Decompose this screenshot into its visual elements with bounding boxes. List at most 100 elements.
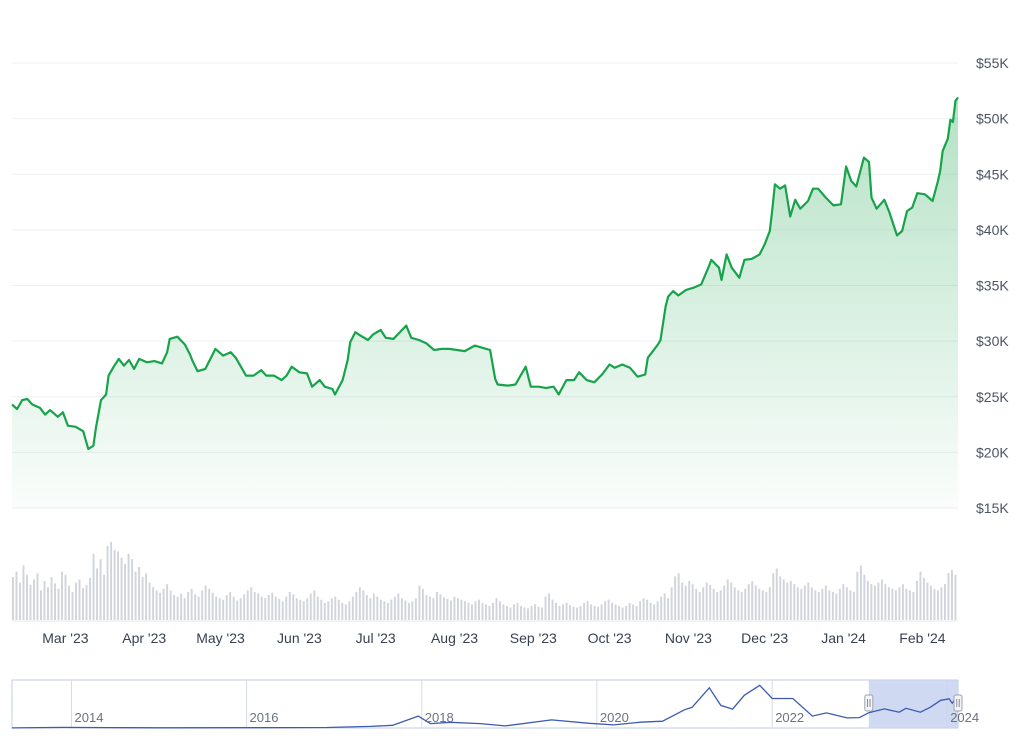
- volume-bar: [334, 596, 337, 620]
- x-tick-label: Jun '23: [277, 630, 322, 646]
- volume-bar: [786, 582, 789, 620]
- volume-bar: [593, 605, 596, 620]
- navigator-handle-right[interactable]: [953, 694, 963, 712]
- x-tick-label: Sep '23: [510, 630, 557, 646]
- volume-bar: [470, 604, 473, 620]
- volume-bar: [600, 604, 603, 620]
- volume-bar: [796, 587, 799, 620]
- volume-bar: [222, 599, 225, 620]
- navigator-year-label: 2020: [600, 710, 629, 725]
- y-tick-label: $40K: [976, 222, 1009, 238]
- volume-bar: [449, 600, 452, 620]
- volume-bar: [737, 590, 740, 620]
- volume-bar: [810, 587, 813, 620]
- volume-bar: [709, 584, 712, 620]
- volume-bar: [828, 590, 831, 620]
- volume-bar: [772, 573, 775, 620]
- volume-bar: [765, 591, 768, 620]
- volume-bar: [173, 595, 176, 620]
- volume-bar: [663, 593, 666, 620]
- volume-bar: [534, 604, 536, 620]
- volume-bar: [674, 576, 677, 620]
- volume-bar: [386, 602, 389, 620]
- range-navigator[interactable]: 2014 2016 2018 2020 2022 2024: [11, 679, 979, 729]
- navigator-selection[interactable]: [868, 680, 958, 728]
- volume-bar: [89, 577, 92, 620]
- x-tick-label: Feb '24: [899, 630, 945, 646]
- volume-bar: [859, 565, 862, 620]
- navigator-handle-grip[interactable]: [953, 694, 963, 712]
- volume-bar: [660, 596, 663, 620]
- price-area-fill: [12, 97, 958, 508]
- volume-bar: [604, 601, 607, 620]
- volume-bar: [555, 602, 557, 620]
- volume-bar: [740, 591, 743, 620]
- volume-bar: [716, 591, 719, 620]
- volume-bar: [856, 571, 859, 620]
- volume-bar: [744, 588, 747, 620]
- volume-bar: [453, 596, 456, 620]
- volume-bar: [372, 593, 375, 620]
- y-tick-label: $25K: [976, 389, 1009, 405]
- volume-bar: [141, 577, 144, 620]
- volume-bar: [376, 596, 379, 620]
- volume-bar: [842, 584, 845, 620]
- volume-bar: [152, 587, 155, 620]
- volume-bar: [646, 599, 649, 620]
- volume-bar: [551, 599, 554, 620]
- volume-bar: [747, 584, 750, 620]
- volume-bar: [779, 576, 782, 620]
- navigator-year-label: 2016: [250, 710, 279, 725]
- volume-bar: [625, 605, 628, 620]
- x-tick-label: Jul '23: [356, 630, 396, 646]
- x-tick-label: Dec '23: [741, 630, 788, 646]
- volume-bar: [278, 598, 281, 620]
- volume-bar: [562, 604, 565, 620]
- volume-bar: [530, 605, 533, 620]
- volume-bar: [292, 594, 295, 620]
- volume-bar: [197, 596, 200, 620]
- volume-bar: [40, 590, 42, 620]
- volume-bar: [404, 600, 407, 620]
- volume-bar: [523, 607, 526, 620]
- volume-bar: [719, 590, 722, 620]
- navigator-handle-grip[interactable]: [864, 694, 874, 712]
- price-line[interactable]: [11, 96, 959, 451]
- volume-bar: [348, 601, 351, 620]
- volume-bar: [113, 549, 116, 620]
- x-axis: Mar '23 Apr '23 May '23 Jun '23 Jul '23 …: [42, 630, 945, 646]
- volume-bar: [761, 590, 764, 620]
- volume-bar: [817, 591, 820, 620]
- volume-bar: [541, 607, 543, 620]
- volume-bar: [96, 568, 99, 620]
- x-tick-label: Mar '23: [42, 630, 88, 646]
- volume-bar: [894, 590, 897, 620]
- navigator-handle-left[interactable]: [864, 694, 874, 712]
- volume-bar: [71, 591, 74, 620]
- volume-bar: [583, 602, 586, 620]
- volume-bar: [285, 596, 288, 620]
- volume-bar: [351, 596, 354, 620]
- volume-bar: [463, 601, 466, 620]
- volume-bar: [264, 598, 267, 620]
- volume-bar: [36, 573, 39, 620]
- y-tick-label: $20K: [976, 444, 1009, 460]
- volume-bar: [537, 606, 540, 620]
- volume-bar: [302, 601, 305, 620]
- volume-bar: [618, 605, 621, 620]
- volume-bar: [954, 574, 957, 620]
- volume-bar: [47, 587, 49, 620]
- volume-bar: [558, 605, 561, 620]
- volume-bar: [614, 604, 617, 620]
- volume-bar: [863, 574, 866, 620]
- volume-bar: [940, 587, 943, 620]
- volume-bar: [506, 605, 508, 620]
- volume-bar: [68, 585, 70, 620]
- volume-bar: [299, 599, 302, 620]
- volume-bar: [243, 594, 246, 620]
- volume-bar: [873, 585, 876, 620]
- volume-bar: [271, 592, 274, 620]
- volume-bar: [481, 602, 484, 620]
- navigator-year-label: 2014: [75, 710, 104, 725]
